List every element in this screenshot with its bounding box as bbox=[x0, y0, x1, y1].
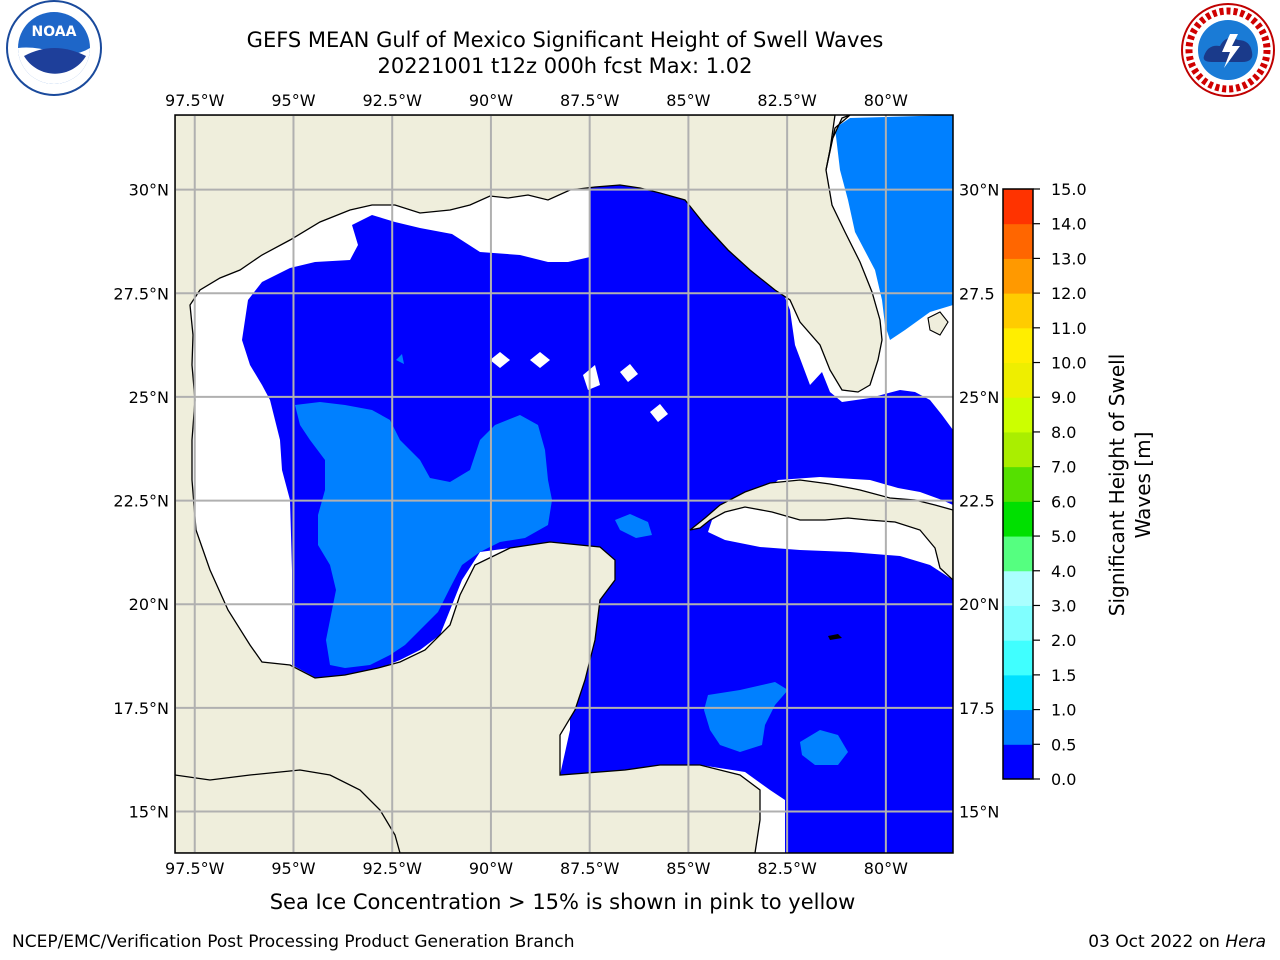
lon-tick-label: 87.5°W bbox=[560, 859, 620, 878]
lat-tick-label-right: 20°N bbox=[959, 595, 999, 614]
lon-tick-label: 95°W bbox=[271, 91, 315, 110]
lat-tick-label: 20°N bbox=[129, 595, 169, 614]
colorbar-segment bbox=[1003, 605, 1033, 641]
map-plot-area bbox=[175, 115, 953, 853]
colorbar-tick-label: 1.0 bbox=[1051, 701, 1076, 720]
lon-tick-label: 92.5°W bbox=[362, 859, 422, 878]
colorbar-tick-label: 8.0 bbox=[1051, 423, 1076, 442]
lat-tick-label-right: 25°N bbox=[959, 388, 999, 407]
lat-tick-label-right: 27.5 bbox=[959, 284, 995, 303]
lon-tick-label: 92.5°W bbox=[362, 91, 422, 110]
lon-tick-label: 82.5°W bbox=[757, 859, 817, 878]
colorbar-segment bbox=[1003, 327, 1033, 364]
colorbar-segment bbox=[1003, 189, 1033, 225]
colorbar-tick-label: 0.0 bbox=[1051, 770, 1076, 789]
map-subtitle: 20221001 t12z 000h fcst Max: 1.02 bbox=[377, 54, 753, 78]
swell-band-1-spot bbox=[396, 354, 404, 364]
lat-tick-label: 30°N bbox=[129, 181, 169, 200]
colorbar-tick-label: 6.0 bbox=[1051, 492, 1076, 511]
colorbar-segment bbox=[1003, 744, 1033, 780]
colorbar-segment bbox=[1003, 258, 1033, 294]
colorbar-segment bbox=[1003, 709, 1033, 745]
graticule bbox=[175, 115, 953, 853]
footer-date-text: 03 Oct 2022 on bbox=[1088, 932, 1226, 952]
colorbar-segment bbox=[1003, 501, 1033, 537]
colorbar-segment bbox=[1003, 466, 1033, 502]
colorbar-tick-label: 3.0 bbox=[1051, 596, 1076, 615]
swell-band-1-caribbean-b bbox=[800, 730, 848, 765]
lat-tick-label: 17.5°N bbox=[113, 699, 169, 718]
noaa-logo: NOAA bbox=[6, 0, 102, 96]
colorbar-tick-label: 7.0 bbox=[1051, 458, 1076, 477]
lon-tick-label: 87.5°W bbox=[560, 91, 620, 110]
colorbar-segment bbox=[1003, 293, 1033, 329]
lon-labels-top: 97.5°W 95°W 92.5°W 90°W 87.5°W 85°W 82.5°W 80°W bbox=[165, 91, 908, 110]
lon-tick-label: 85°W bbox=[666, 859, 710, 878]
footer-host: Hera bbox=[1225, 932, 1266, 952]
land-florida bbox=[825, 115, 851, 171]
lon-tick-label: 97.5°W bbox=[165, 859, 225, 878]
swell-band-1-yucatan-channel bbox=[615, 514, 652, 538]
colorbar-tick-label: 10.0 bbox=[1051, 354, 1087, 373]
lat-tick-label-right: 22.5 bbox=[959, 492, 995, 511]
map-title: GEFS MEAN Gulf of Mexico Significant Hei… bbox=[246, 28, 884, 52]
colorbar-tick-label: 15.0 bbox=[1051, 180, 1087, 199]
swell-band-1-central-gulf bbox=[295, 402, 552, 668]
lat-labels-left: 15°N 17.5°N 20°N 22.5°N 25°N 27.5°N 30°N bbox=[113, 181, 169, 822]
lat-tick-label: 27.5°N bbox=[113, 284, 169, 303]
colorbar bbox=[1002, 188, 1034, 780]
colorbar-label-line2: Waves [m] bbox=[1131, 432, 1155, 539]
lat-tick-label-right: 30°N bbox=[959, 181, 999, 200]
colorbar-tick-label: 13.0 bbox=[1051, 249, 1087, 268]
lon-tick-label: 85°W bbox=[666, 91, 710, 110]
svg-text:NOAA: NOAA bbox=[32, 24, 77, 40]
sea-ice-caption: Sea Ice Concentration > 15% is shown in … bbox=[269, 890, 856, 914]
colorbar-tick-label: 5.0 bbox=[1051, 527, 1076, 546]
lat-tick-label: 15°N bbox=[129, 803, 169, 822]
colorbar-tick-label: 2.0 bbox=[1051, 631, 1076, 650]
colorbar-tick-label: 11.0 bbox=[1051, 319, 1087, 338]
lat-labels-right: 15°N 17.5 20°N 22.5 25°N 27.5 30°N bbox=[959, 181, 999, 822]
colorbar-border bbox=[1002, 188, 1034, 780]
footer-branch: NCEP/EMC/Verification Post Processing Pr… bbox=[12, 932, 575, 952]
land-bahamas bbox=[927, 311, 949, 336]
colorbar-tick-label: 1.5 bbox=[1051, 666, 1076, 685]
colorbar-segment bbox=[1003, 223, 1033, 259]
land-cuba bbox=[689, 479, 953, 581]
lon-tick-label: 80°W bbox=[864, 91, 908, 110]
swell-band-1-caribbean-a bbox=[704, 682, 788, 752]
lat-tick-label: 25°N bbox=[129, 388, 169, 407]
lon-tick-label: 95°W bbox=[271, 859, 315, 878]
land-jamaica bbox=[828, 634, 842, 640]
lat-tick-label-right: 15°N bbox=[959, 803, 999, 822]
colorbar-segment bbox=[1003, 431, 1033, 468]
colorbar-tick-label: 9.0 bbox=[1051, 388, 1076, 407]
colorbar-segment bbox=[1003, 640, 1033, 676]
nws-logo bbox=[1181, 3, 1275, 97]
lat-tick-label-right: 17.5 bbox=[959, 699, 995, 718]
lon-labels-bottom: 97.5°W 95°W 92.5°W 90°W 87.5°W 85°W 82.5°W 80°W bbox=[165, 859, 908, 878]
colorbar-tick-label: 12.0 bbox=[1051, 284, 1087, 303]
lon-tick-label: 82.5°W bbox=[757, 91, 817, 110]
lon-tick-label: 80°W bbox=[864, 859, 908, 878]
lon-tick-label: 97.5°W bbox=[165, 91, 225, 110]
colorbar-label-line1: Significant Height of Swell bbox=[1105, 354, 1129, 616]
colorbar-segment bbox=[1003, 536, 1033, 572]
colorbar-tick-label: 4.0 bbox=[1051, 562, 1076, 581]
colorbar-tick-label: 0.5 bbox=[1051, 735, 1076, 754]
colorbar-segment bbox=[1003, 570, 1033, 606]
map-border bbox=[174, 114, 954, 854]
colorbar-tick-label: 14.0 bbox=[1051, 215, 1087, 234]
lon-tick-label: 90°W bbox=[469, 91, 513, 110]
swell-band-1-atlantic bbox=[835, 115, 953, 340]
colorbar-segment bbox=[1003, 674, 1033, 711]
colorbar-ticks: 0.0 0.5 1.0 1.5 2.0 3.0 4.0 5.0 6.0 7.0 8.0 9.0 10.0… bbox=[1033, 180, 1087, 789]
colorbar-segment bbox=[1003, 362, 1033, 398]
colorbar-segment bbox=[1003, 397, 1033, 433]
footer-date: 03 Oct 2022 on Hera bbox=[1088, 932, 1266, 952]
lon-tick-label: 90°W bbox=[469, 859, 513, 878]
lat-tick-label: 22.5°N bbox=[113, 492, 169, 511]
